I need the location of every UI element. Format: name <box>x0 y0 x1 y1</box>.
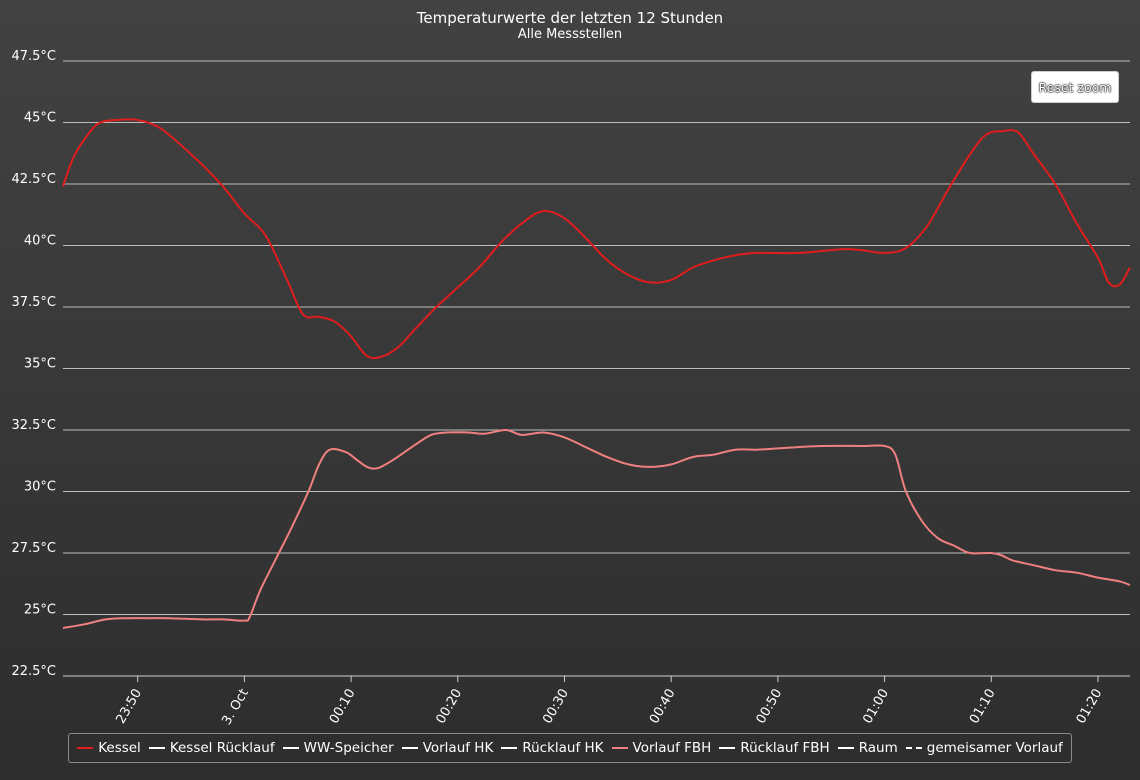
x-axis-ticks: 23:50 3. Oct 00:10 00:20 00:30 00:40 00:50 01:0… <box>113 676 1105 728</box>
series-line-vorlauf-fbh <box>62 428 1131 629</box>
x-tick-label: 01:00 <box>860 687 892 727</box>
legend-label: Kessel Rücklauf <box>169 740 275 756</box>
series-line-kessel <box>62 118 1131 360</box>
x-tick-label: 00:40 <box>647 687 679 727</box>
legend-label: gemeisamer Vorlauf <box>926 740 1063 756</box>
y-tick-label: 40°C <box>24 234 56 249</box>
y-tick-label: 32.5°C <box>11 418 56 433</box>
x-tick-label: 00:10 <box>327 687 359 727</box>
y-tick-label: 30°C <box>24 480 56 495</box>
chart-subtitle: Alle Messstellen <box>517 27 623 42</box>
legend: Kessel Kessel Rücklauf WW-Speicher Vorlauf … <box>68 733 1072 763</box>
x-tick-label: 01:20 <box>1074 687 1106 727</box>
legend-item[interactable]: Rücklauf FBH <box>719 740 830 756</box>
legend-label: Rücklauf HK <box>522 740 604 756</box>
x-tick-label: 01:10 <box>967 687 999 727</box>
y-tick-label: 45°C <box>24 111 56 126</box>
y-tick-label: 42.5°C <box>11 172 56 187</box>
legend-swatch <box>719 747 736 749</box>
legend-swatch <box>611 747 628 749</box>
legend-item[interactable]: gemeisamer Vorlauf <box>905 740 1063 756</box>
y-tick-label: 22.5°C <box>11 664 56 679</box>
legend-item[interactable]: Raum <box>837 740 898 756</box>
y-tick-label: 27.5°C <box>11 541 56 556</box>
series-lines <box>62 118 1131 629</box>
legend-item[interactable]: Kessel Rücklauf <box>148 740 275 756</box>
x-tick-label: 23:50 <box>113 687 145 727</box>
legend-swatch <box>837 747 854 749</box>
y-tick-label: 47.5°C <box>11 49 56 64</box>
chart-title: Temperaturwerte der letzten 12 Stunden <box>416 9 724 27</box>
legend-swatch <box>501 747 518 749</box>
legend-swatch <box>905 747 922 749</box>
legend-label: Kessel <box>98 740 141 756</box>
legend-label: Vorlauf HK <box>422 740 494 756</box>
legend-swatch <box>282 747 299 749</box>
legend-swatch <box>77 747 94 749</box>
legend-item[interactable]: Vorlauf FBH <box>611 740 712 756</box>
legend-swatch <box>148 747 165 749</box>
x-tick-label: 00:20 <box>434 687 466 727</box>
grid-lines <box>63 60 1130 677</box>
legend-item[interactable]: Kessel <box>77 740 141 756</box>
x-tick-label: 00:50 <box>754 687 786 727</box>
legend-label: WW-Speicher <box>303 740 394 756</box>
y-tick-label: 35°C <box>24 357 56 372</box>
legend-label: Vorlauf FBH <box>632 740 712 756</box>
y-axis-ticks: 22.5°C 25°C 27.5°C 30°C 32.5°C 35°C 37.5°C 40°C… <box>11 49 56 679</box>
legend-swatch <box>401 747 418 749</box>
x-tick-label: 00:30 <box>540 687 572 727</box>
y-tick-label: 25°C <box>24 603 56 618</box>
legend-item[interactable]: Rücklauf HK <box>501 740 604 756</box>
y-tick-label: 37.5°C <box>11 295 56 310</box>
legend-item[interactable]: WW-Speicher <box>282 740 394 756</box>
legend-item[interactable]: Vorlauf HK <box>401 740 494 756</box>
reset-zoom-button[interactable]: Reset zoom <box>1031 71 1119 103</box>
legend-label: Rücklauf FBH <box>740 740 830 756</box>
x-tick-label: 3. Oct <box>219 687 251 728</box>
legend-label: Raum <box>858 740 898 756</box>
